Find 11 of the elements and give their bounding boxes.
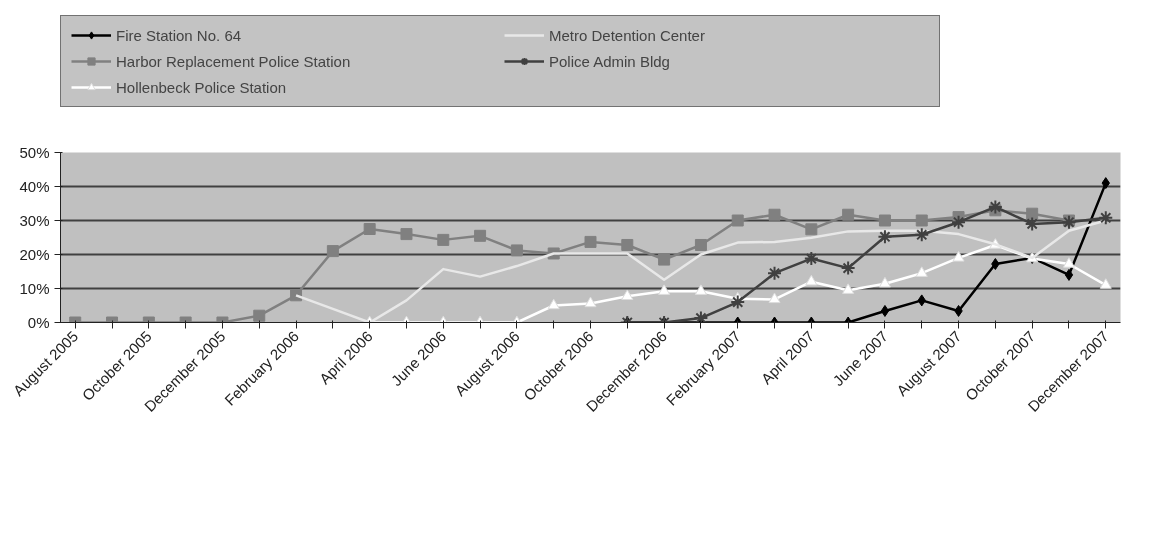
legend-label: Hollenbeck Police Station: [116, 78, 288, 96]
y-tick-label: 50%: [19, 144, 50, 161]
y-tick-label: 30%: [19, 212, 50, 229]
legend-label: Harbor Replacement Police Station: [116, 52, 352, 70]
y-tick-label: 0%: [27, 314, 50, 331]
y-tick-label: 20%: [19, 246, 50, 263]
legend-label: Metro Detention Center: [549, 26, 706, 44]
y-tick-label: 10%: [19, 280, 50, 297]
legend-label: Fire Station No. 64: [116, 26, 243, 44]
legend-label: Police Admin Bldg: [549, 52, 671, 70]
y-tick-label: 40%: [19, 178, 50, 195]
